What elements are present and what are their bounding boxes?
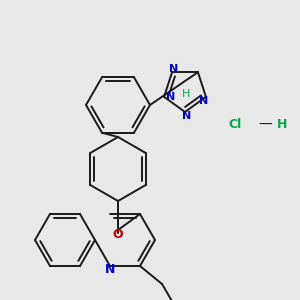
Text: Cl: Cl <box>228 118 242 131</box>
Text: N: N <box>199 96 208 106</box>
Text: H: H <box>277 118 287 131</box>
Text: N: N <box>182 111 192 121</box>
Text: O: O <box>113 229 123 242</box>
Text: N: N <box>169 64 179 74</box>
Text: H: H <box>182 89 190 99</box>
Text: N: N <box>167 92 176 102</box>
Text: —: — <box>258 118 272 132</box>
Text: N: N <box>105 263 115 277</box>
